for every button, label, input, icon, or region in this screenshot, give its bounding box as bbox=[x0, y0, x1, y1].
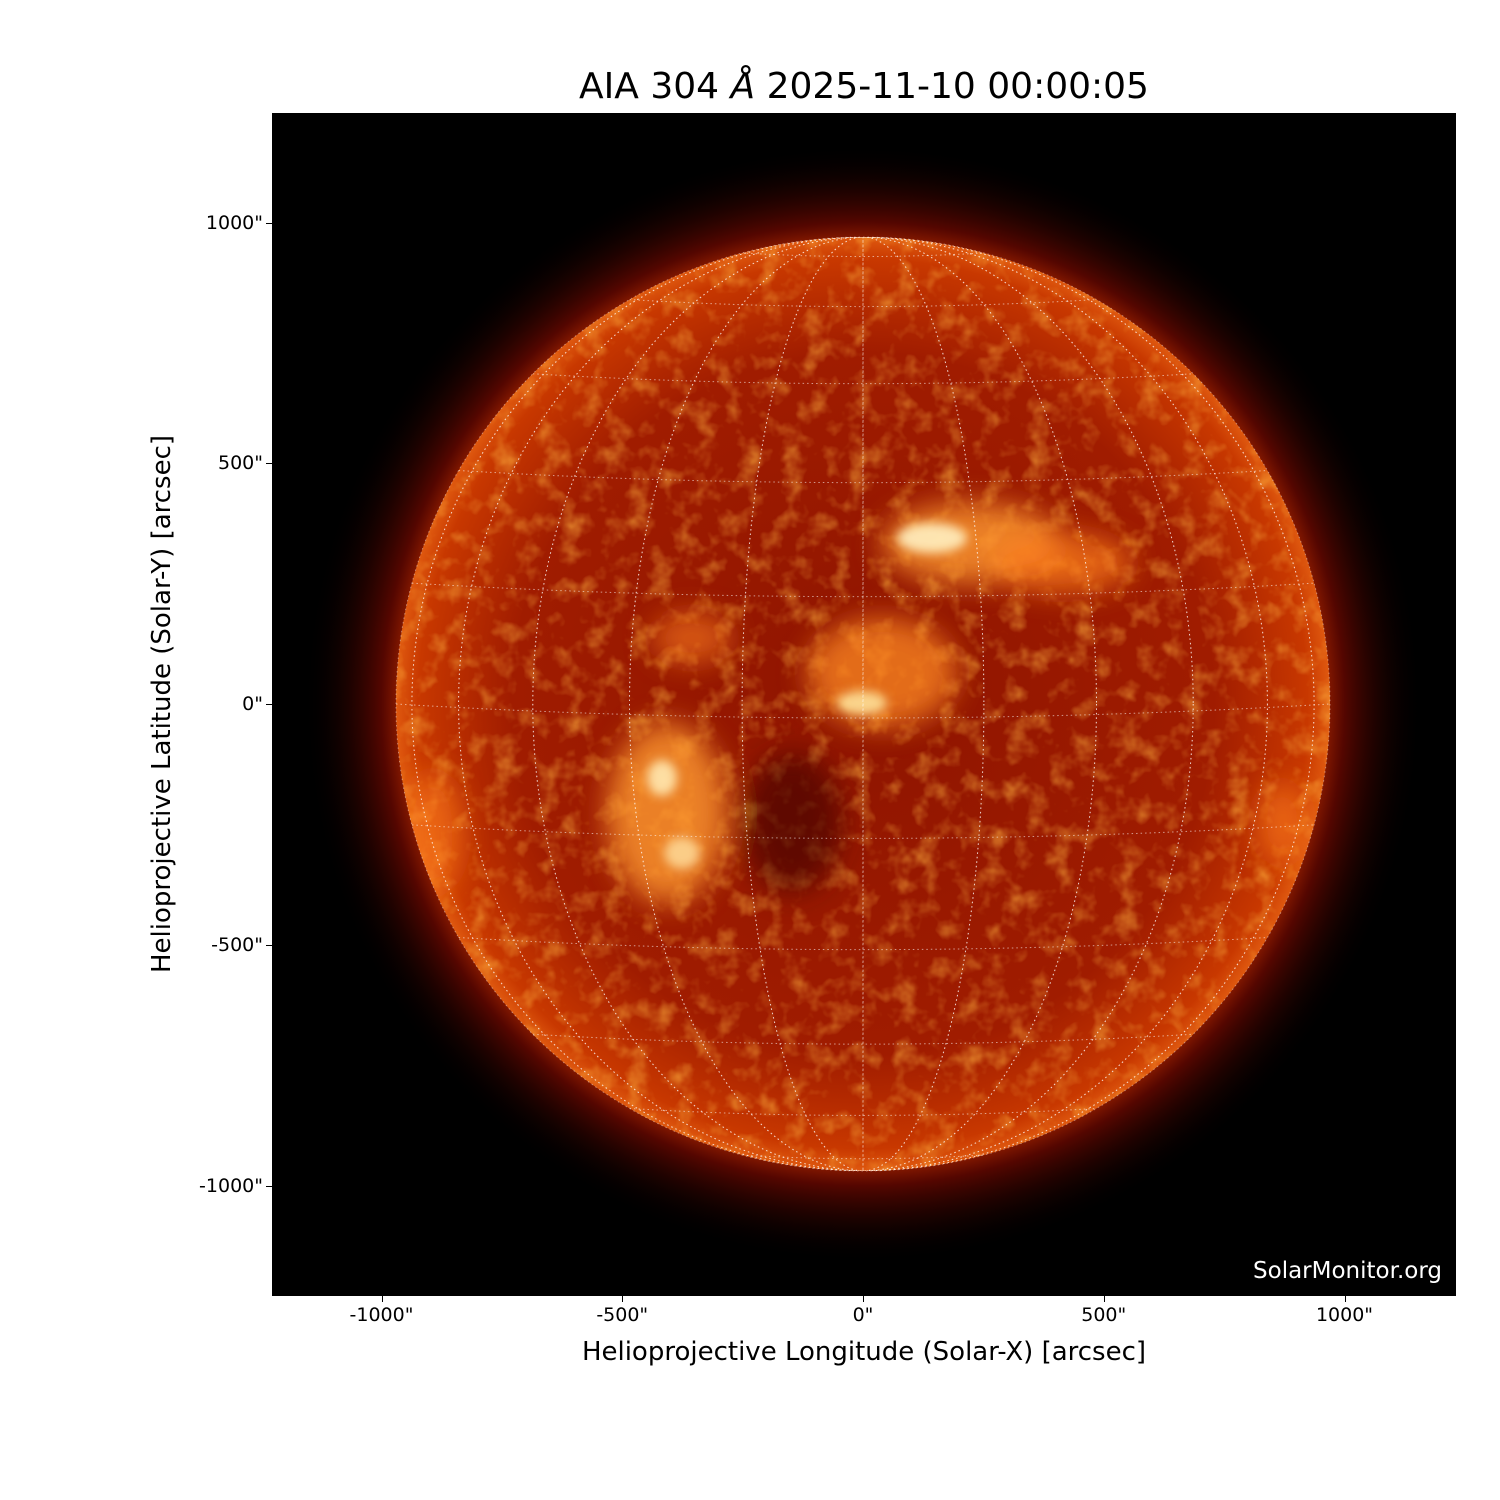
longitude-line bbox=[629, 237, 1097, 1171]
heliographic-grid bbox=[396, 237, 1330, 1171]
x-tick-label: 500" bbox=[1081, 1304, 1127, 1326]
y-tick bbox=[266, 222, 272, 224]
x-tick-label: 0" bbox=[852, 1304, 874, 1326]
latitude-line bbox=[532, 1033, 1194, 1045]
y-tick bbox=[266, 463, 272, 465]
latitude-line bbox=[411, 582, 1315, 598]
y-tick bbox=[266, 1185, 272, 1187]
bright-cores bbox=[647, 523, 967, 869]
x-axis-label: Helioprojective Longitude (Solar-X) [arc… bbox=[581, 1337, 1147, 1367]
plot-title: AIA 304 Å 2025-11-10 00:00:05 bbox=[272, 66, 1456, 107]
watermark: SolarMonitor.org bbox=[1253, 1258, 1442, 1284]
x-tick bbox=[1103, 1296, 1105, 1302]
x-tick-label: 1000" bbox=[1315, 1304, 1374, 1326]
title-instrument: AIA 304 bbox=[579, 66, 731, 107]
latitude-line bbox=[396, 703, 1330, 719]
longitude-line bbox=[532, 237, 1194, 1171]
x-tick bbox=[1344, 1296, 1346, 1302]
solar-image: SolarMonitor.org bbox=[272, 113, 1456, 1296]
sun-image bbox=[303, 144, 1423, 1264]
y-tick bbox=[266, 704, 272, 705]
y-tick-label: 1000" bbox=[205, 211, 263, 234]
y-tick-label: -500" bbox=[211, 933, 263, 956]
x-tick bbox=[622, 1296, 624, 1302]
latitude-line bbox=[629, 299, 1097, 308]
title-datetime: 2025-11-10 00:00:05 bbox=[755, 66, 1149, 107]
x-tick-label: -1000" bbox=[349, 1304, 414, 1326]
longitude-line bbox=[458, 237, 1268, 1171]
title-unit: Å bbox=[730, 66, 756, 107]
longitude-line bbox=[411, 237, 1315, 1171]
y-tick bbox=[266, 944, 272, 946]
x-tick-label: -500" bbox=[596, 1304, 649, 1326]
y-axis-label: Helioprojective Latitude (Solar-Y) [arcs… bbox=[147, 434, 177, 974]
longitude-line bbox=[741, 237, 985, 1171]
y-tick-label: 500" bbox=[217, 452, 263, 475]
y-tick-label: -1000" bbox=[199, 1174, 263, 1197]
latitude-line bbox=[742, 252, 984, 258]
limb-line bbox=[395, 236, 1331, 1172]
latitude-line bbox=[629, 1107, 1097, 1116]
x-tick bbox=[381, 1296, 383, 1302]
latitude-line bbox=[411, 824, 1315, 839]
x-tick bbox=[863, 1296, 864, 1302]
latitude-line bbox=[742, 1154, 984, 1160]
latitude-line bbox=[532, 373, 1194, 385]
y-tick-label: 0" bbox=[242, 693, 263, 715]
